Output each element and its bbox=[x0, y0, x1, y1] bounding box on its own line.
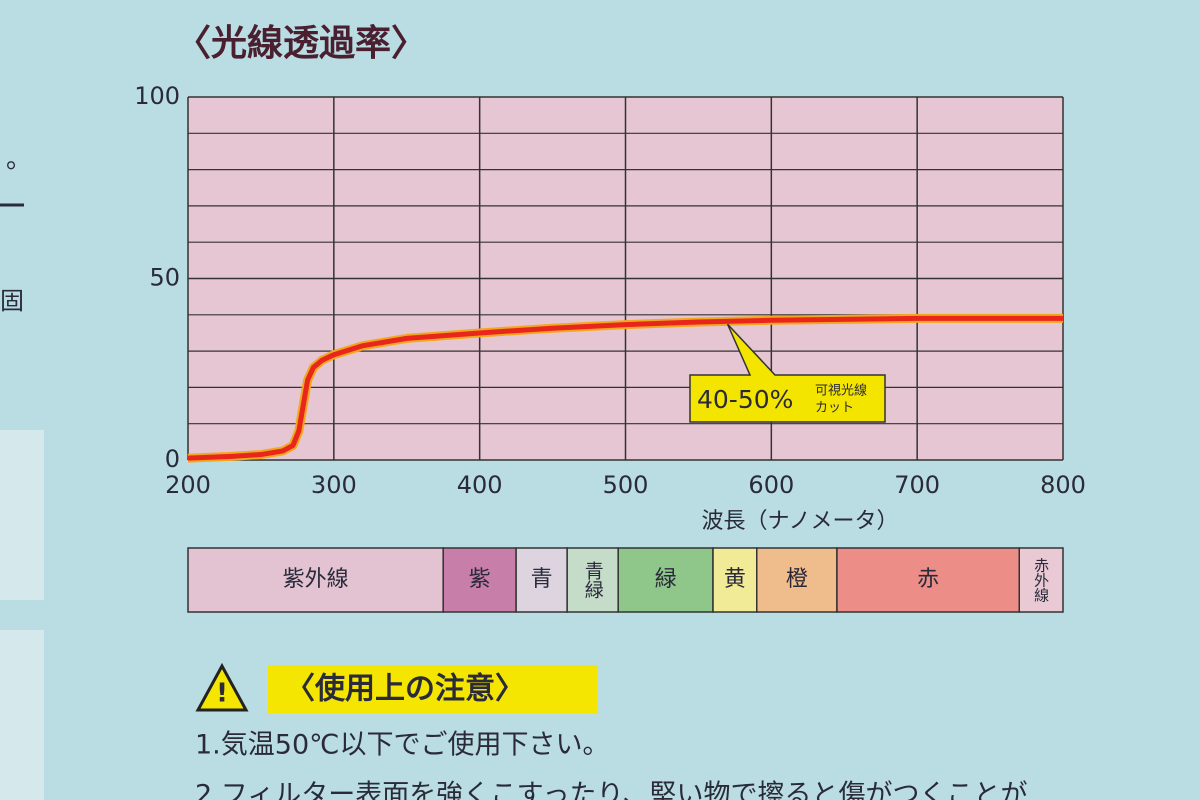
spectrum-band bbox=[515, 547, 568, 613]
spectrum-label: 青 bbox=[531, 567, 553, 592]
spectrum-label: 青緑 bbox=[582, 561, 604, 599]
spectrum-label: 緑 bbox=[655, 567, 677, 592]
x-tick-label: 200 bbox=[165, 471, 211, 499]
caution-item: 2.フィルター表面を強くこすったり、堅い物で擦ると傷がつくことが bbox=[195, 780, 1028, 800]
spectrum-label: 橙 bbox=[786, 567, 808, 592]
spectrum-band bbox=[756, 547, 838, 613]
y-tick-label: 0 bbox=[165, 445, 180, 473]
x-tick-label: 400 bbox=[457, 471, 503, 499]
spectrum-band bbox=[836, 547, 1020, 613]
spectrum-label: 赤 bbox=[917, 567, 939, 592]
spectrum-label: 赤外線 bbox=[1032, 558, 1050, 603]
annotation-note: 可視光線 bbox=[815, 383, 867, 399]
x-tick-label: 800 bbox=[1040, 471, 1086, 499]
spectrum-band bbox=[1018, 547, 1064, 613]
x-tick-label: 300 bbox=[311, 471, 357, 499]
side-text: 固 bbox=[0, 287, 24, 315]
side-text: 。 bbox=[6, 145, 32, 175]
x-axis-label: 波長（ナノメータ） bbox=[702, 509, 899, 534]
caution-item: 1.気温50℃以下でご使用下さい。 bbox=[195, 730, 609, 761]
annotation-callout bbox=[689, 323, 886, 423]
x-tick-label: 600 bbox=[748, 471, 794, 499]
caution-heading: 〈使用上の注意〉 bbox=[285, 672, 525, 707]
annotation-note: カット bbox=[815, 401, 854, 416]
y-tick-label: 50 bbox=[149, 264, 180, 292]
chart-title: 〈光線透過率〉 bbox=[175, 23, 427, 64]
side-panel bbox=[0, 630, 44, 800]
data-line bbox=[187, 315, 1063, 461]
warning-icon bbox=[195, 662, 249, 712]
spectrum-band bbox=[617, 547, 714, 613]
y-tick-label: 100 bbox=[134, 82, 180, 110]
x-tick-label: 700 bbox=[894, 471, 940, 499]
spectrum-label: 黄 bbox=[724, 567, 746, 592]
spectrum-band bbox=[442, 547, 517, 613]
spectrum-band bbox=[712, 547, 758, 613]
heading-highlight bbox=[268, 665, 598, 713]
annotation-text: 40-50% bbox=[697, 385, 793, 414]
spectrum-label: 紫 bbox=[469, 567, 491, 592]
warning-mark: ! bbox=[216, 679, 228, 709]
side-panel bbox=[0, 430, 44, 600]
spectrum-label: 紫外線 bbox=[283, 567, 349, 592]
x-tick-label: 500 bbox=[603, 471, 649, 499]
spectrum-band bbox=[187, 547, 444, 613]
